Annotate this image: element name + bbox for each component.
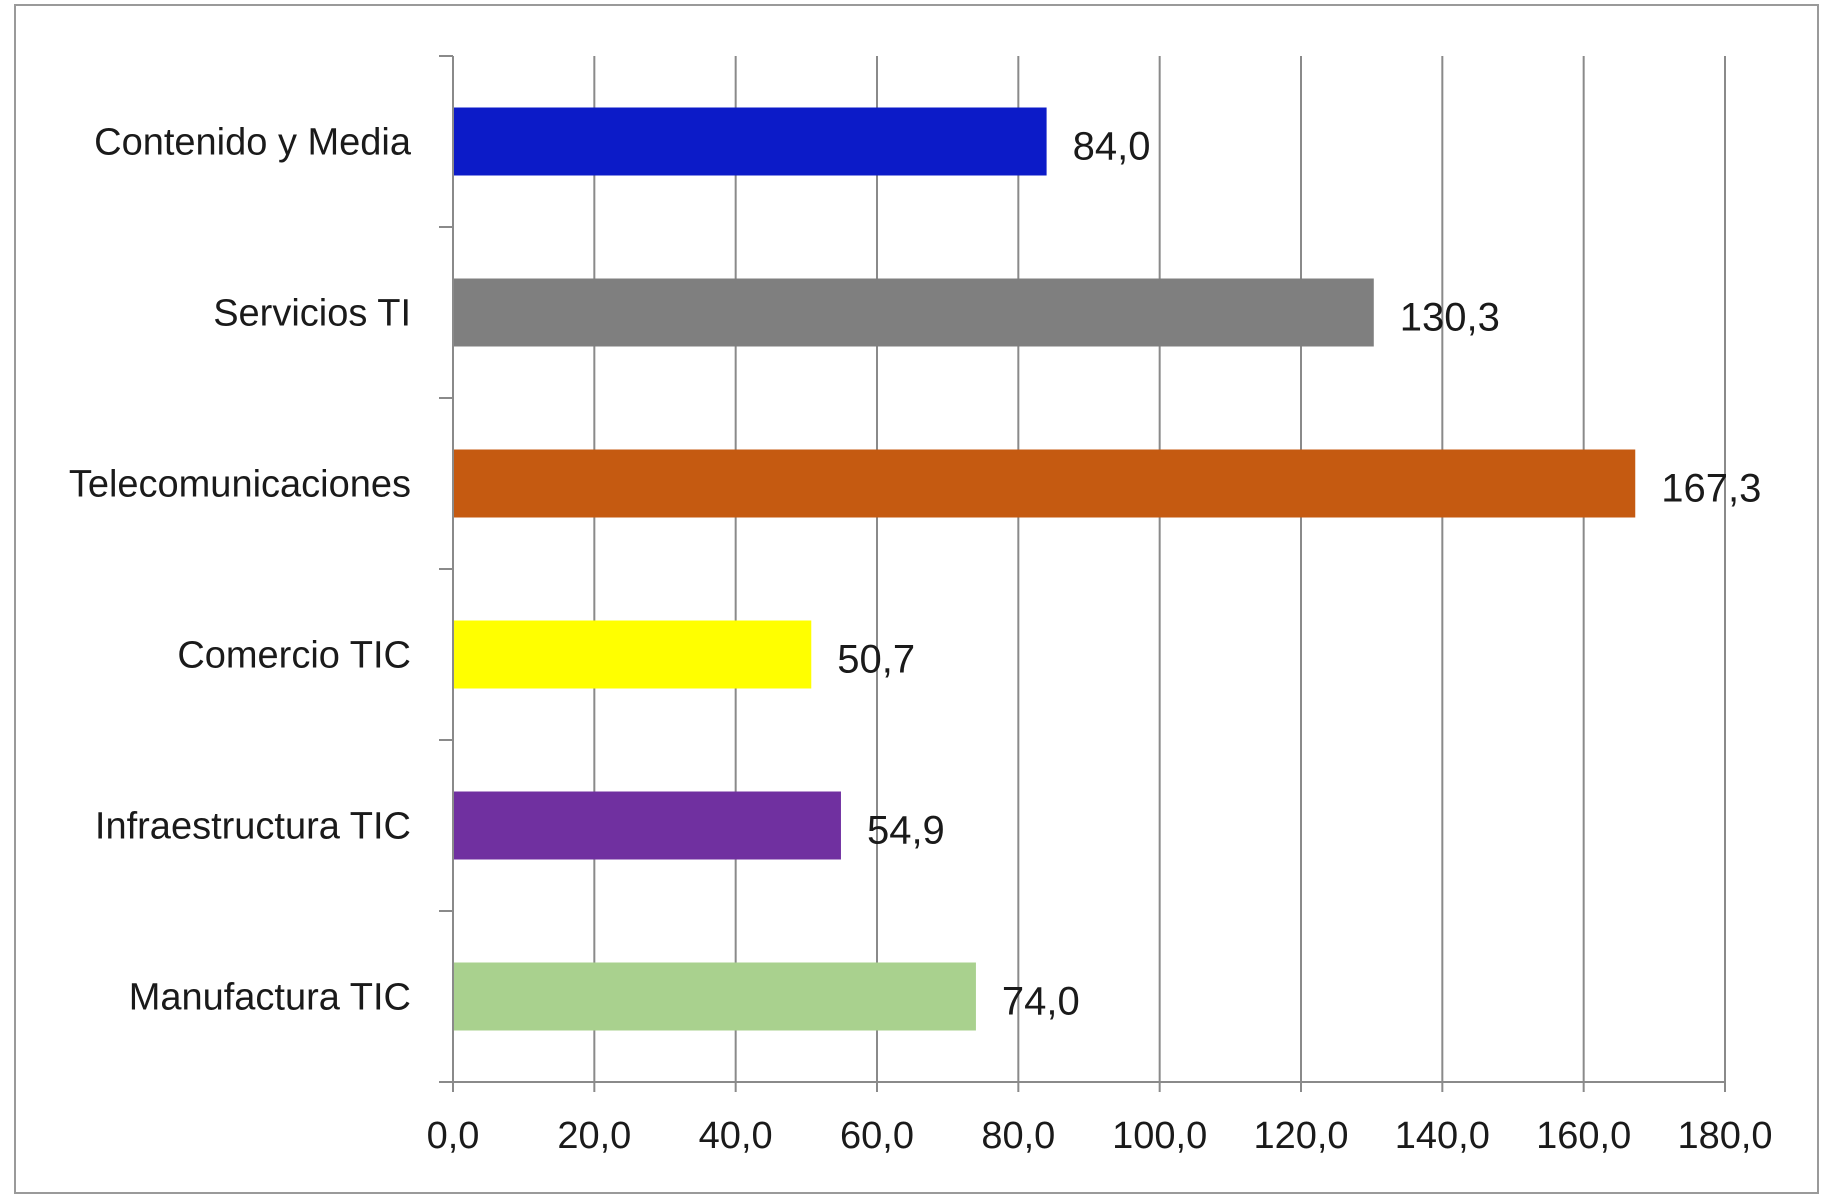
data-label: 84,0 [1073,125,1151,169]
x-tick-label: 120,0 [1253,1115,1348,1157]
grid-layer [593,56,1726,1082]
bar-contenido-y-media [454,107,1047,176]
category-label: Contenido y Media [94,122,412,164]
bar-servicios-ti [454,278,1374,347]
bar-comercio-tic [454,620,812,689]
data-label: 50,7 [837,638,915,682]
x-tick-label: 60,0 [840,1115,914,1157]
data-label: 130,3 [1400,296,1500,340]
x-tick-label: 80,0 [981,1115,1055,1157]
x-tick-label: 180,0 [1677,1115,1772,1157]
x-tick-label: 100,0 [1112,1115,1207,1157]
x-tick-label: 160,0 [1536,1115,1631,1157]
data-label: 54,9 [867,809,945,853]
data-label: 167,3 [1661,467,1761,511]
category-label: Infraestructura TIC [95,806,411,848]
label-layer: 0,0 20,0 40,0 60,0 80,0 100,0 120,0 140,0 160,0 1… [69,122,1773,1158]
bar-infraestructura-tic [454,791,841,860]
x-tick-label: 20,0 [557,1115,631,1157]
data-label: 74,0 [1002,980,1080,1024]
category-label: Servicios TI [213,293,411,335]
axis-layer [439,55,1726,1092]
category-label: Manufactura TIC [129,977,411,1019]
category-label: Comercio TIC [177,635,411,677]
x-tick-label: 40,0 [699,1115,773,1157]
x-tick-label: 0,0 [427,1115,480,1157]
bar-telecomunicaciones [454,449,1636,518]
bar-layer [454,107,1636,1031]
bar-manufactura-tic [454,962,976,1031]
category-label: Telecomunicaciones [69,464,411,506]
x-tick-label: 140,0 [1395,1115,1490,1157]
